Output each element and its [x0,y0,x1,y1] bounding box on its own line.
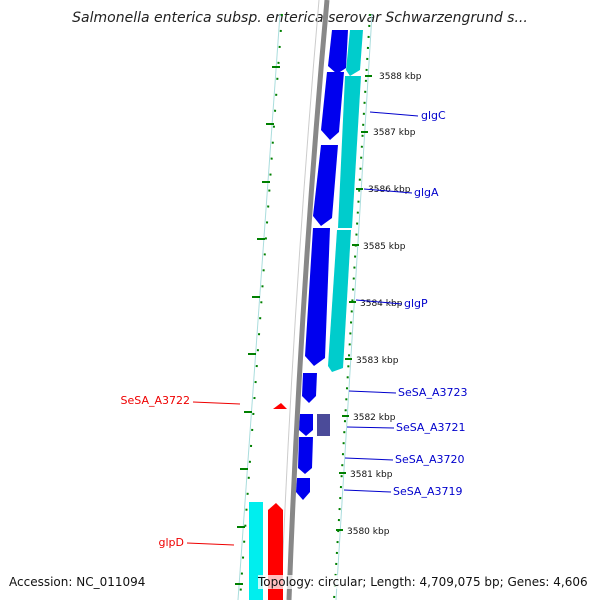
inner-ring-guide [237,13,281,600]
tick-label: 3583 kbp [356,356,399,366]
gene-label-glgA[interactable]: glgA [414,186,439,199]
gene-label-SeSA_A3719[interactable]: SeSA_A3719 [393,485,462,498]
cds-SeSA_A3722[interactable] [273,403,287,409]
cds-glgA[interactable] [313,145,338,226]
reverse-gene-labels: SeSA_A3722 glpD [121,394,241,549]
gene-label-SeSA_A3721[interactable]: SeSA_A3721 [396,421,465,434]
cds-SeSA_A3719[interactable] [296,478,310,500]
cds-SeSA_A3723[interactable] [302,373,317,403]
tick-label: 3582 kbp [353,413,396,423]
backbone-ring [286,0,330,600]
gene-label-glpD[interactable]: glpD [159,536,185,549]
forward-feature-track [346,30,363,76]
forward-feature-segment [338,76,361,228]
tick-label: 3586 kbp [368,185,411,195]
cds-SeSA_A3721[interactable] [299,414,313,436]
genome-stats: Topology: circular; Length: 4,709,075 bp… [258,575,588,589]
backbone-inner-line [280,0,320,600]
tick-label: 3585 kbp [363,242,406,252]
tick-label: 3584 kbp [360,299,403,309]
forward-feature-segment-2 [328,230,351,372]
forward-cds-track[interactable] [296,30,348,500]
accession-label: Accession: NC_011094 [9,575,146,589]
gene-label-SeSA_A3720[interactable]: SeSA_A3720 [395,453,464,466]
gene-label-SeSA_A3723[interactable]: SeSA_A3723 [398,386,467,399]
inner-major-dashes [235,66,280,585]
inner-tick-ring [239,13,283,600]
gene-label-SeSA_A3722[interactable]: SeSA_A3722 [121,394,190,407]
outer-ring-guide [335,13,373,600]
forward-gene-labels: glgC glgA glgP SeSA_A3723 SeSA_A3721 SeS… [343,109,467,498]
gene-label-glgP[interactable]: glgP [404,297,428,310]
cds-glgP[interactable] [305,228,330,366]
tick-label: 3587 kbp [373,128,416,138]
scale-labels: 3588 kbp 3587 kbp 3586 kbp 3585 kbp 3584… [336,72,422,537]
tick-label: 3580 kbp [347,527,390,537]
cds-glgB[interactable] [328,30,348,74]
hypothetical-gene-block[interactable] [317,414,330,436]
cds-SeSA_A3720[interactable] [298,437,313,474]
gene-label-glgC[interactable]: glgC [421,109,446,122]
tick-label: 3581 kbp [350,470,393,480]
cds-glgC[interactable] [321,72,344,140]
tick-label: 3588 kbp [379,72,422,82]
map-title: Salmonella enterica subsp. enterica sero… [72,10,528,26]
